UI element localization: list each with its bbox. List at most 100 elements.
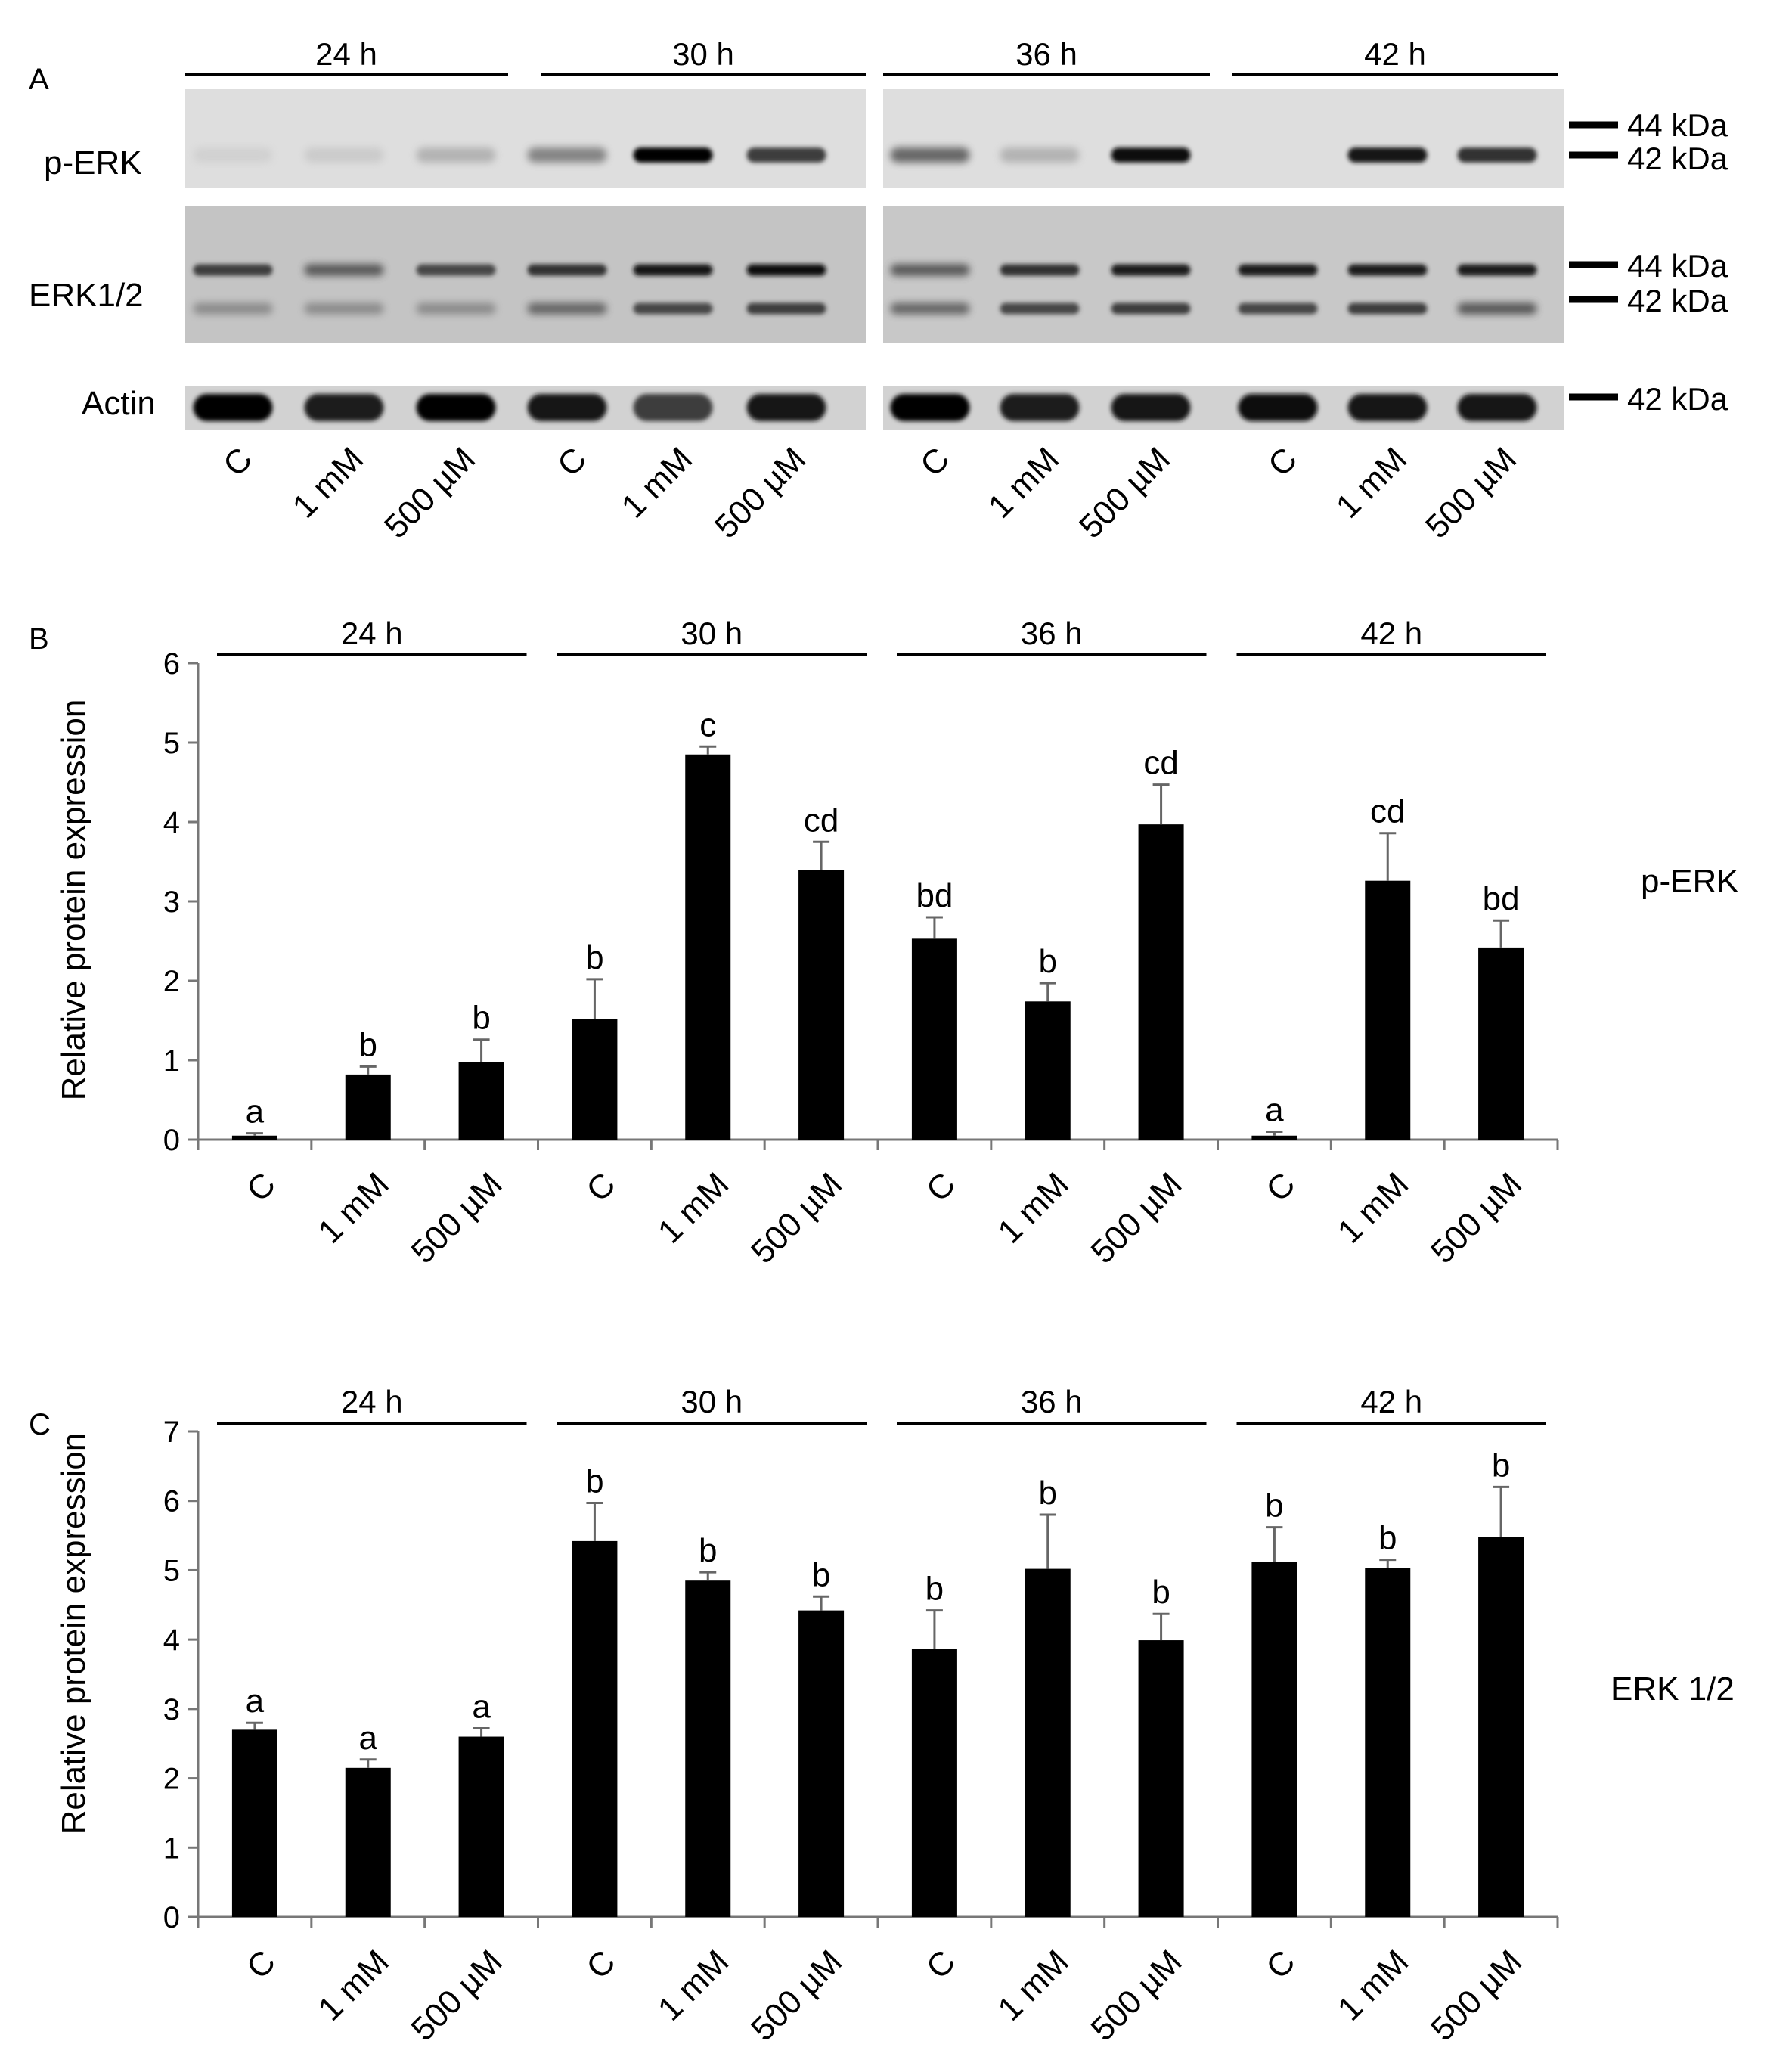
blot-band	[416, 302, 496, 315]
panel-a-blot-images	[185, 89, 1564, 430]
blot-band	[633, 394, 713, 421]
panel-a-western-blot: A 24 h 30 h 36 h 42 h p-ERK ERK1/2 Actin	[29, 36, 1728, 545]
bar	[798, 1610, 845, 1917]
bar	[1251, 1135, 1297, 1140]
marker-p-erk-44: 44 kDa	[1627, 107, 1728, 143]
blot-band	[416, 147, 496, 163]
bar	[1138, 1640, 1184, 1917]
bar	[1478, 1537, 1524, 1917]
bar	[1365, 880, 1411, 1140]
category-label: 1 mM	[651, 1943, 736, 2027]
y-tick-label: 0	[163, 1901, 180, 1934]
blot-band	[527, 264, 607, 276]
y-tick-label: 3	[163, 886, 180, 919]
group-header-label: 30 h	[681, 616, 743, 651]
blot-band	[1111, 302, 1191, 315]
blot-band	[633, 302, 713, 315]
blot-band	[304, 264, 384, 276]
panel-c-side-label: ERK 1/2	[1611, 1670, 1735, 1708]
blot-band	[746, 394, 826, 421]
lane-label: C	[913, 440, 956, 483]
blot-band	[633, 147, 713, 163]
blot-band	[1000, 264, 1080, 276]
panel-a-header-24h: 24 h	[315, 36, 377, 72]
bar	[911, 938, 957, 1140]
blot-actin-right	[883, 386, 1564, 430]
lane-label: C	[216, 440, 259, 483]
blot-band	[1111, 394, 1191, 421]
panel-c-letter: C	[29, 1408, 51, 1441]
lane-label: 500 µM	[377, 440, 482, 545]
panel-a-header-42h: 42 h	[1364, 36, 1426, 72]
panel-c-axes: 0 1 2 3 4 5 6 7	[163, 1416, 1559, 1934]
y-tick-label: 2	[163, 965, 180, 998]
category-label: 500 µM	[744, 1165, 849, 1270]
y-tick-label: 5	[163, 1554, 180, 1587]
blot-band	[1457, 302, 1537, 315]
marker-erk12-42: 42 kDa	[1627, 283, 1728, 318]
blot-band	[1000, 302, 1080, 315]
significance-letter: b	[1378, 1520, 1397, 1557]
bar	[798, 870, 845, 1140]
significance-letter: b	[1265, 1487, 1283, 1525]
significance-letter: b	[699, 1532, 717, 1569]
blot-row-label-p-erk: p-ERK	[44, 144, 142, 181]
y-tick-label: 6	[163, 647, 180, 681]
blot-p-erk-left	[185, 89, 866, 188]
category-label: 1 mM	[1331, 1165, 1415, 1250]
marker-p-erk-42: 42 kDa	[1627, 141, 1728, 176]
bar	[345, 1074, 391, 1140]
y-tick-label: 3	[163, 1693, 180, 1726]
bar	[458, 1062, 504, 1140]
blot-band	[304, 302, 384, 315]
blot-band	[1347, 264, 1428, 276]
lane-label: 500 µM	[708, 440, 813, 545]
significance-letter: a	[472, 1689, 491, 1726]
blot-band	[1457, 147, 1537, 163]
category-label: C	[1259, 1165, 1302, 1208]
category-label: C	[1259, 1943, 1302, 1986]
bar	[231, 1729, 277, 1917]
blot-band	[746, 264, 826, 276]
blot-band	[1347, 394, 1428, 421]
panel-c-y-axis-label: Relative protein expression	[55, 1433, 92, 1835]
significance-letter: b	[585, 1462, 603, 1500]
significance-letter: a	[246, 1683, 265, 1720]
panel-c-bars: a Ca 1 mM a 500 µM b Cb 1 mM b 500 µM b Cb 1 mM b 500 …	[231, 1447, 1529, 2048]
category-label: C	[240, 1943, 283, 1986]
blot-band	[1457, 394, 1537, 421]
panel-a-time-headers: 24 h 30 h 36 h 42 h	[185, 36, 1558, 76]
bar	[1365, 1568, 1411, 1917]
significance-letter: b	[925, 1571, 944, 1608]
blot-bands	[193, 147, 1537, 421]
lane-label: 1 mM	[1329, 440, 1414, 525]
panel-a-header-36h: 36 h	[1015, 36, 1077, 72]
y-tick-label: 0	[163, 1124, 180, 1157]
blot-band	[1238, 394, 1318, 421]
bar	[458, 1736, 504, 1917]
bar	[1025, 1001, 1071, 1140]
blot-band	[527, 302, 607, 315]
significance-letter: b	[585, 939, 603, 976]
bar	[1478, 947, 1524, 1140]
group-header-label: 36 h	[1021, 616, 1083, 651]
category-label: C	[919, 1165, 963, 1208]
y-tick-label: 2	[163, 1763, 180, 1796]
category-label: 500 µM	[1084, 1165, 1189, 1270]
panel-b-letter: B	[29, 622, 49, 656]
significance-letter: b	[812, 1556, 830, 1593]
blot-row-label-erk12: ERK1/2	[29, 277, 144, 314]
lane-label: 500 µM	[1418, 440, 1524, 545]
blot-band	[527, 147, 607, 163]
blot-band	[193, 302, 273, 315]
blot-band	[746, 147, 826, 163]
significance-letter: a	[246, 1093, 265, 1131]
panel-a-header-30h: 30 h	[672, 36, 734, 72]
panel-c-group-headers: 24 h 30 h 36 h 42 h	[217, 1384, 1546, 1425]
significance-letter: b	[1152, 1574, 1170, 1611]
blot-band	[304, 394, 384, 421]
significance-letter: bd	[916, 877, 953, 914]
